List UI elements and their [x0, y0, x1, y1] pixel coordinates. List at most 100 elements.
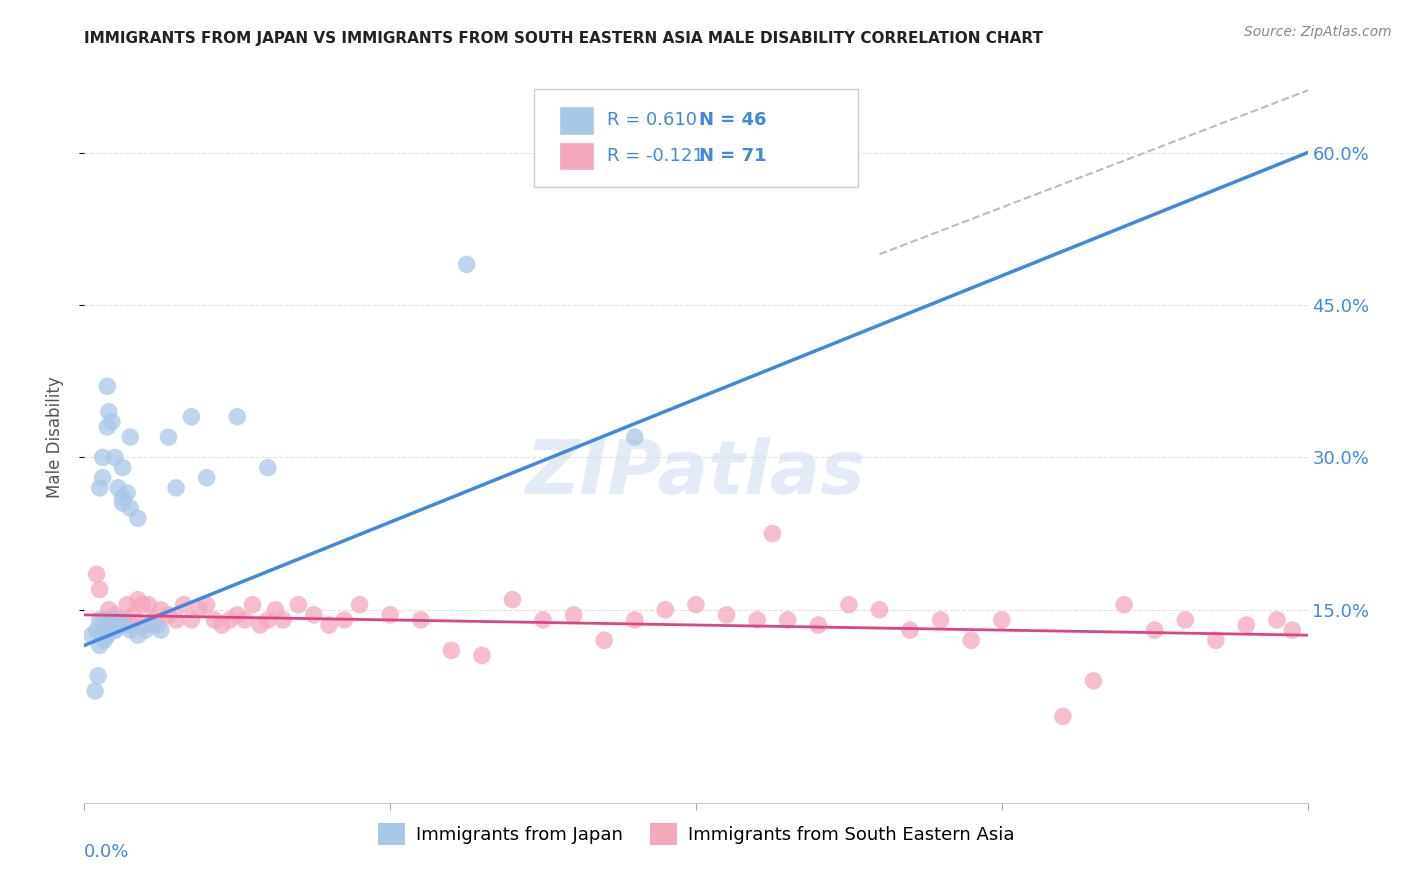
- Point: [502, 592, 524, 607]
- Point: [1236, 618, 1258, 632]
- Point: [180, 613, 202, 627]
- Point: [120, 618, 142, 632]
- Point: [97, 405, 120, 419]
- Point: [333, 613, 356, 627]
- Point: [86, 567, 108, 582]
- Point: [898, 623, 921, 637]
- Point: [104, 607, 127, 622]
- Point: [195, 471, 218, 485]
- Point: [960, 633, 983, 648]
- Point: [869, 603, 891, 617]
- Point: [91, 471, 114, 485]
- Point: [593, 633, 616, 648]
- Point: [149, 623, 172, 637]
- Point: [96, 628, 118, 642]
- Point: [173, 598, 195, 612]
- Point: [157, 430, 180, 444]
- Point: [1052, 709, 1074, 723]
- Point: [716, 607, 738, 622]
- Point: [107, 481, 129, 495]
- Point: [257, 460, 280, 475]
- Point: [624, 613, 647, 627]
- Point: [318, 618, 340, 632]
- Point: [107, 613, 129, 627]
- Point: [94, 618, 117, 632]
- Text: R = -0.121: R = -0.121: [607, 147, 704, 165]
- Point: [1114, 598, 1136, 612]
- Point: [562, 607, 585, 622]
- Point: [111, 496, 134, 510]
- Point: [115, 598, 138, 612]
- Point: [111, 491, 134, 505]
- Point: [89, 481, 111, 495]
- Point: [302, 607, 325, 622]
- Y-axis label: Male Disability: Male Disability: [45, 376, 63, 498]
- Point: [93, 633, 115, 648]
- Point: [271, 613, 294, 627]
- Point: [249, 618, 271, 632]
- Point: [127, 592, 149, 607]
- Point: [120, 623, 142, 637]
- Text: 0.0%: 0.0%: [84, 843, 129, 861]
- Point: [101, 613, 124, 627]
- Point: [111, 460, 134, 475]
- Point: [96, 379, 118, 393]
- Point: [104, 618, 127, 632]
- Point: [1205, 633, 1227, 648]
- Point: [142, 618, 165, 632]
- Point: [135, 623, 157, 637]
- Point: [94, 618, 117, 632]
- Point: [157, 607, 180, 622]
- Point: [287, 598, 309, 612]
- Point: [91, 450, 114, 465]
- Point: [120, 501, 142, 516]
- Text: IMMIGRANTS FROM JAPAN VS IMMIGRANTS FROM SOUTH EASTERN ASIA MALE DISABILITY CORR: IMMIGRANTS FROM JAPAN VS IMMIGRANTS FROM…: [84, 31, 1043, 46]
- Point: [471, 648, 494, 663]
- Point: [89, 638, 111, 652]
- Point: [257, 613, 280, 627]
- Point: [409, 613, 432, 627]
- Point: [761, 526, 783, 541]
- Point: [89, 582, 111, 597]
- Point: [180, 409, 202, 424]
- Point: [97, 623, 120, 637]
- Point: [80, 628, 103, 642]
- Point: [1281, 623, 1303, 637]
- Point: [165, 613, 187, 627]
- Point: [97, 603, 120, 617]
- Point: [89, 613, 111, 627]
- Point: [101, 415, 124, 429]
- Point: [135, 618, 157, 632]
- Point: [807, 618, 830, 632]
- Point: [91, 613, 114, 627]
- Point: [747, 613, 769, 627]
- Point: [111, 613, 134, 627]
- Point: [440, 643, 463, 657]
- Point: [120, 430, 142, 444]
- Point: [87, 669, 110, 683]
- Point: [242, 598, 264, 612]
- Point: [127, 511, 149, 525]
- Point: [233, 613, 256, 627]
- Point: [86, 623, 108, 637]
- Text: R = 0.610: R = 0.610: [607, 112, 697, 129]
- Point: [122, 607, 145, 622]
- Text: Source: ZipAtlas.com: Source: ZipAtlas.com: [1244, 25, 1392, 39]
- Point: [104, 623, 127, 637]
- Point: [115, 486, 138, 500]
- Point: [142, 613, 165, 627]
- Point: [107, 618, 129, 632]
- Point: [131, 598, 153, 612]
- Point: [96, 420, 118, 434]
- Point: [838, 598, 860, 612]
- Point: [149, 603, 172, 617]
- Point: [104, 623, 127, 637]
- Point: [1265, 613, 1288, 627]
- Point: [349, 598, 371, 612]
- Point: [188, 603, 211, 617]
- Point: [104, 450, 127, 465]
- Point: [211, 618, 233, 632]
- Point: [531, 613, 554, 627]
- Point: [91, 628, 114, 642]
- Point: [1174, 613, 1197, 627]
